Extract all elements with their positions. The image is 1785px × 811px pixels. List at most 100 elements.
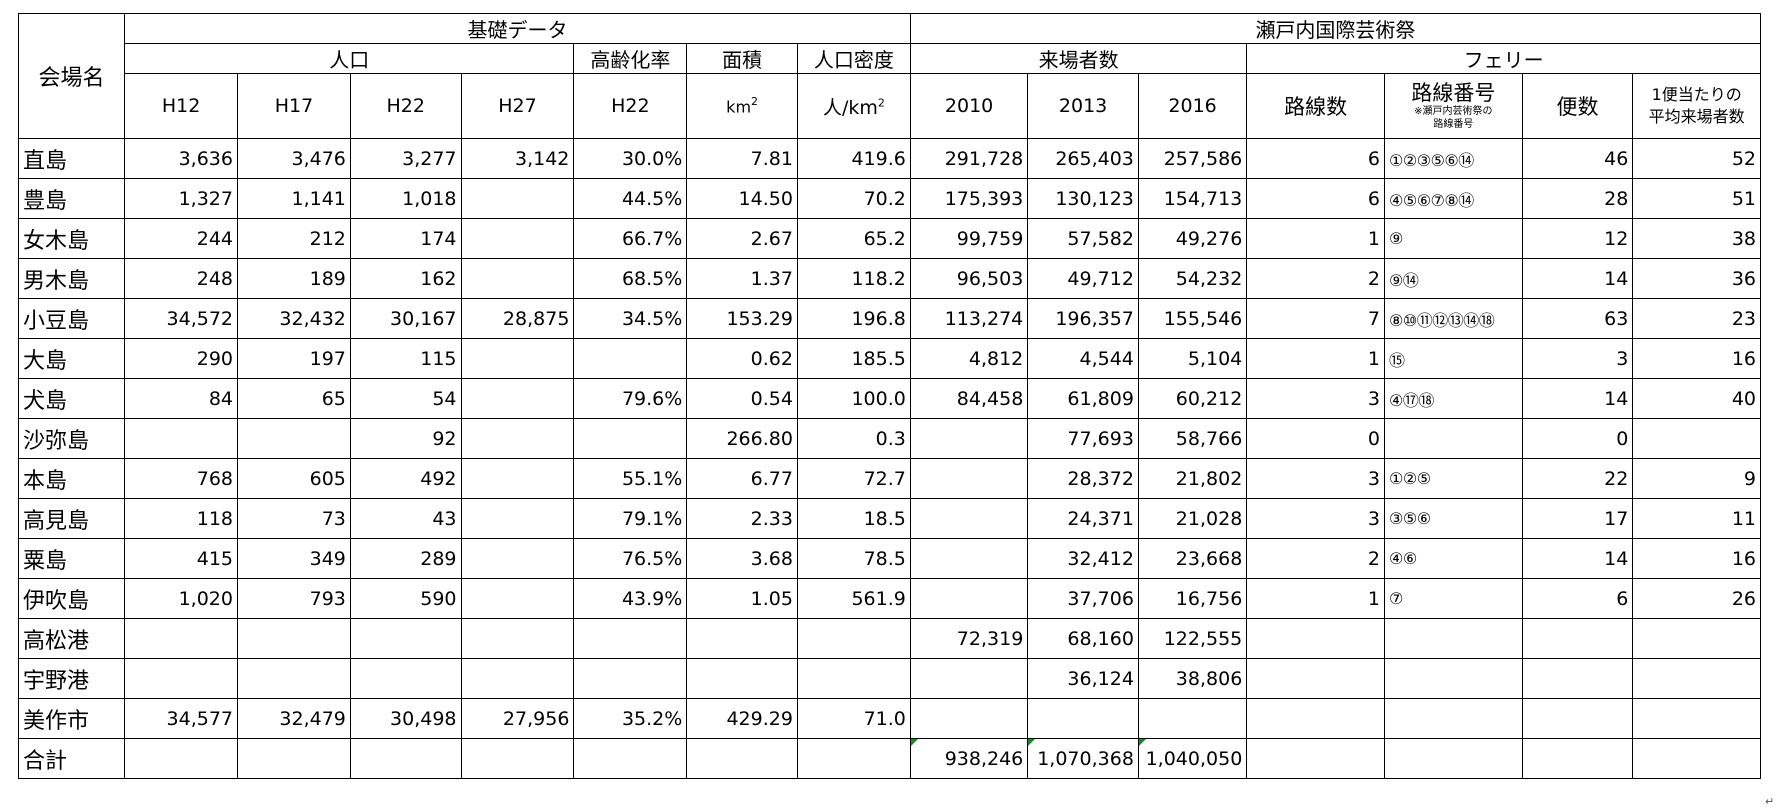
avg-visitors bbox=[1632, 618, 1761, 659]
route-numbers bbox=[1384, 618, 1523, 659]
table-row: 高松港 72,319 68,160 122,555 bbox=[17, 618, 1761, 659]
route-count: 3 bbox=[1246, 378, 1385, 419]
aging-rate bbox=[573, 418, 688, 459]
table-row: 宇野港 36,124 38,806 bbox=[17, 658, 1761, 699]
visitors-2013: 68,160 bbox=[1027, 618, 1139, 659]
header-triennale: 瀬戸内国際芸術祭 bbox=[909, 13, 1762, 44]
cell-empty bbox=[686, 738, 798, 779]
density bbox=[796, 658, 911, 699]
table-row: 高見島 118 73 43 79.1% 2.33 18.5 24,371 21,028 3 ③⑤⑥ 1… bbox=[17, 498, 1761, 539]
route-numbers: ③⑤⑥ bbox=[1384, 498, 1523, 539]
pop-h17 bbox=[237, 418, 351, 459]
visitors-2013: 49,712 bbox=[1027, 258, 1139, 299]
pop-h12: 290 bbox=[124, 338, 238, 379]
pop-h22: 492 bbox=[349, 458, 462, 499]
header-density-unit: 人/km2 bbox=[796, 73, 911, 139]
area bbox=[686, 658, 798, 699]
data-table: 会場名 基礎データ 瀬戸内国際芸術祭 人口 高齢化率 面積 人口密度 来場者数 … bbox=[17, 13, 1762, 779]
visitors-2010 bbox=[909, 458, 1029, 499]
trip-count bbox=[1521, 698, 1634, 739]
aging-rate: 30.0% bbox=[573, 138, 688, 179]
area: 266.80 bbox=[686, 418, 798, 459]
header-h27: H27 bbox=[460, 73, 575, 139]
table-row: 小豆島 34,572 32,432 30,167 28,875 34.5% 153.29 19… bbox=[17, 298, 1761, 339]
error-indicator-icon bbox=[1028, 739, 1036, 746]
header-route-count: 路線数 bbox=[1246, 73, 1385, 139]
pop-h17: 32,432 bbox=[237, 298, 351, 339]
pop-h17: 189 bbox=[237, 258, 351, 299]
visitors-2010 bbox=[909, 658, 1029, 699]
route-count: 1 bbox=[1246, 338, 1385, 379]
table-row: 沙弥島 92 266.80 0.3 77,693 58,766 0 0 bbox=[17, 418, 1761, 459]
total-row: 合計 938,246 1,070,368 1,040,050 bbox=[17, 738, 1761, 779]
area: 7.81 bbox=[686, 138, 798, 179]
aging-rate: 34.5% bbox=[573, 298, 688, 339]
avg-visitors: 11 bbox=[1632, 498, 1761, 539]
table-row: 美作市 34,577 32,479 30,498 27,956 35.2% 429.29 71… bbox=[17, 698, 1761, 739]
density: 118.2 bbox=[796, 258, 911, 299]
avg-visitors: 36 bbox=[1632, 258, 1761, 299]
pop-h17: 793 bbox=[237, 578, 351, 619]
route-count: 2 bbox=[1246, 258, 1385, 299]
pop-h17: 73 bbox=[237, 498, 351, 539]
header-h22: H22 bbox=[349, 73, 462, 139]
avg-visitors: 16 bbox=[1632, 538, 1761, 579]
header-ferry: フェリー bbox=[1246, 43, 1761, 74]
header-area-unit: km2 bbox=[686, 73, 798, 139]
cell-empty bbox=[1521, 738, 1634, 779]
visitors-2010: 72,319 bbox=[909, 618, 1029, 659]
area: 1.37 bbox=[686, 258, 798, 299]
pop-h27: 28,875 bbox=[460, 298, 575, 339]
pop-h27: 3,142 bbox=[460, 138, 575, 179]
pop-h17: 197 bbox=[237, 338, 351, 379]
density: 65.2 bbox=[796, 218, 911, 259]
density: 78.5 bbox=[796, 538, 911, 579]
visitors-2010 bbox=[909, 418, 1029, 459]
visitors-2013: 265,403 bbox=[1027, 138, 1139, 179]
pop-h17 bbox=[237, 658, 351, 699]
cell-empty bbox=[1246, 738, 1385, 779]
cell-empty bbox=[237, 738, 351, 779]
venue-name: 伊吹島 bbox=[17, 578, 126, 619]
route-count: 2 bbox=[1246, 538, 1385, 579]
visitors-2010 bbox=[909, 498, 1029, 539]
header-visitors: 来場者数 bbox=[909, 43, 1248, 74]
density: 71.0 bbox=[796, 698, 911, 739]
density: 196.8 bbox=[796, 298, 911, 339]
pop-h22: 30,167 bbox=[349, 298, 462, 339]
venue-name: 豊島 bbox=[17, 178, 126, 219]
pop-h17 bbox=[237, 618, 351, 659]
visitors-2013: 196,357 bbox=[1027, 298, 1139, 339]
trip-count: 0 bbox=[1521, 418, 1634, 459]
visitors-2013: 28,372 bbox=[1027, 458, 1139, 499]
pop-h22: 115 bbox=[349, 338, 462, 379]
trip-count: 14 bbox=[1521, 258, 1634, 299]
visitors-2016: 49,276 bbox=[1137, 218, 1248, 259]
header-h17: H17 bbox=[237, 73, 351, 139]
pop-h22 bbox=[349, 618, 462, 659]
avg-visitors: 38 bbox=[1632, 218, 1761, 259]
table-row: 犬島 84 65 54 79.6% 0.54 100.0 84,458 61,809 60,212… bbox=[17, 378, 1761, 419]
table-row: 直島 3,636 3,476 3,277 3,142 30.0% 7.81 419.6 291,… bbox=[17, 138, 1761, 179]
header-avg-visitors: 1便当たりの 平均来場者数 bbox=[1632, 73, 1761, 139]
visitors-2013: 61,809 bbox=[1027, 378, 1139, 419]
pop-h12: 768 bbox=[124, 458, 238, 499]
error-indicator-icon bbox=[1139, 739, 1146, 746]
pop-h22: 162 bbox=[349, 258, 462, 299]
venue-name: 女木島 bbox=[17, 218, 126, 259]
cell-empty bbox=[349, 738, 462, 779]
area: 429.29 bbox=[686, 698, 798, 739]
pop-h12: 34,572 bbox=[124, 298, 238, 339]
header-2013: 2013 bbox=[1027, 73, 1139, 139]
pop-h22: 92 bbox=[349, 418, 462, 459]
trip-count bbox=[1521, 618, 1634, 659]
pop-h22: 30,498 bbox=[349, 698, 462, 739]
aging-rate: 43.9% bbox=[573, 578, 688, 619]
pop-h27 bbox=[460, 178, 575, 219]
venue-name: 宇野港 bbox=[17, 658, 126, 699]
venue-name: 大島 bbox=[17, 338, 126, 379]
density: 0.3 bbox=[796, 418, 911, 459]
visitors-2016: 21,802 bbox=[1137, 458, 1248, 499]
cell-empty bbox=[573, 738, 688, 779]
route-numbers bbox=[1384, 658, 1523, 699]
